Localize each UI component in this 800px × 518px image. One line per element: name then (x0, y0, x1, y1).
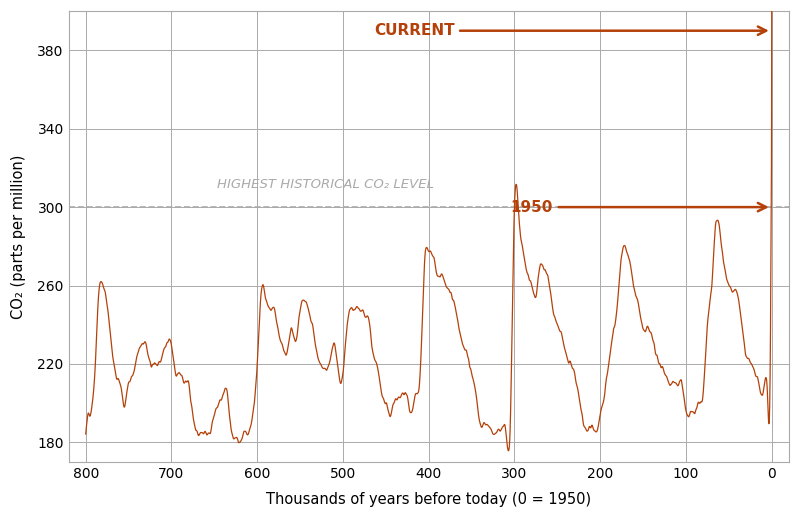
X-axis label: Thousands of years before today (0 = 1950): Thousands of years before today (0 = 195… (266, 492, 591, 507)
Text: CURRENT: CURRENT (374, 23, 766, 38)
Y-axis label: CO₂ (parts per million): CO₂ (parts per million) (11, 154, 26, 319)
Text: 1950: 1950 (510, 199, 766, 214)
Text: HIGHEST HISTORICAL CO₂ LEVEL: HIGHEST HISTORICAL CO₂ LEVEL (218, 178, 434, 192)
